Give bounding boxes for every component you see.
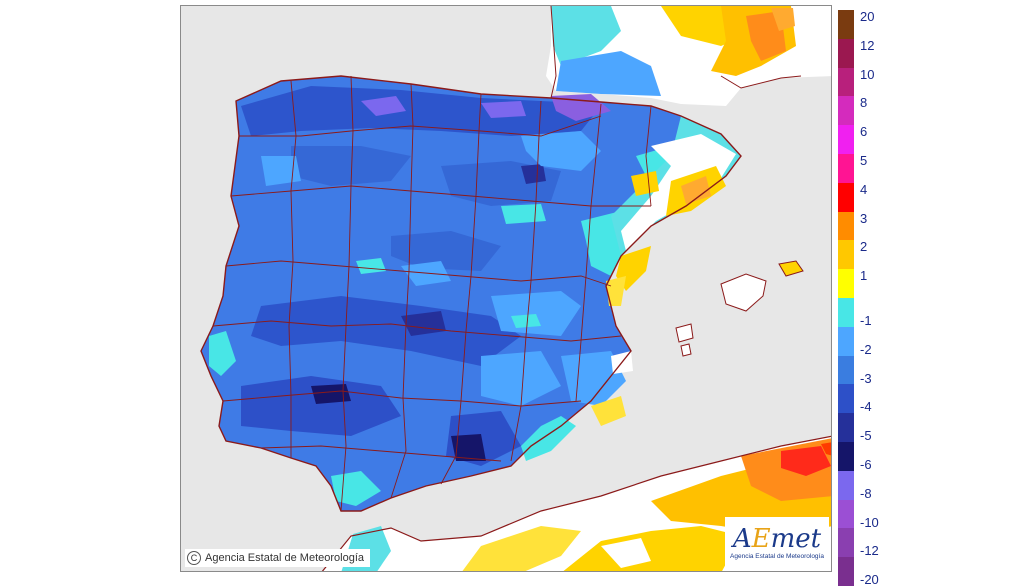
legend-swatch <box>838 442 854 471</box>
legend-swatch <box>838 38 854 68</box>
logo-subtitle: Agencia Estatal de Meteorología <box>730 553 824 560</box>
africa-region <box>322 436 831 571</box>
legend-swatch <box>838 384 854 414</box>
legend-label: 1 <box>860 268 868 284</box>
legend-label: 6 <box>860 124 868 140</box>
legend-label: -6 <box>860 457 872 472</box>
legend-swatch <box>838 298 854 327</box>
legend-swatch <box>838 125 854 154</box>
logo-wordmark: AEmet <box>732 524 822 554</box>
iberia-region <box>201 76 741 511</box>
legend-swatch <box>838 557 854 586</box>
legend-swatch <box>838 67 854 97</box>
legend-swatch <box>838 355 854 385</box>
legend-label: 10 <box>860 66 875 82</box>
legend-swatch <box>838 470 854 500</box>
legend-swatch <box>838 211 854 241</box>
legend-swatch <box>838 326 854 356</box>
legend-swatch <box>838 96 854 126</box>
legend-label: 3 <box>860 210 868 226</box>
copyright-icon: C <box>187 551 201 565</box>
legend-label: -12 <box>860 543 879 559</box>
legend-swatch <box>838 154 854 183</box>
legend-swatch <box>838 528 854 558</box>
legend-swatch <box>838 240 854 270</box>
france-border <box>550 6 557 99</box>
balearic-islands <box>675 260 804 357</box>
legend-label: 5 <box>860 153 868 168</box>
legend-swatch <box>838 182 854 212</box>
legend-label: -3 <box>860 370 872 386</box>
legend-label: -8 <box>860 485 872 501</box>
coastline <box>200 75 742 512</box>
legend-label: 8 <box>860 95 868 111</box>
legend-label: -5 <box>860 428 872 444</box>
temperature-anomaly-map: C Agencia Estatal de Meteorología AEmet … <box>180 5 832 572</box>
legend-label: -1 <box>860 313 872 328</box>
legend-label: 4 <box>860 181 868 197</box>
legend-swatch <box>838 10 854 39</box>
africa-coastline <box>321 435 831 571</box>
legend-swatch <box>838 499 854 529</box>
copyright-notice: C Agencia Estatal de Meteorología <box>185 549 370 567</box>
province-borders <box>212 75 652 512</box>
france-coast <box>720 75 802 89</box>
legend-swatch <box>838 269 854 298</box>
france-region <box>546 6 831 106</box>
map-canvas <box>181 6 831 571</box>
legend-label: 2 <box>860 239 868 255</box>
aemet-logo: AEmet Agencia Estatal de Meteorología <box>725 517 829 569</box>
legend-label: -10 <box>860 514 879 530</box>
legend-label: 12 <box>860 37 875 53</box>
legend-swatch <box>838 413 854 442</box>
legend-label: -2 <box>860 341 872 357</box>
copyright-text: Agencia Estatal de Meteorología <box>205 552 364 564</box>
legend-label: -20 <box>860 572 879 587</box>
legend-label: -4 <box>860 399 872 415</box>
color-legend: 20 12 10 8 6 5 4 3 2 1 -1 -2 -3 -4 -5 -6 -8 -10 -12 -20 <box>836 9 888 587</box>
legend-label: 20 <box>860 9 875 24</box>
